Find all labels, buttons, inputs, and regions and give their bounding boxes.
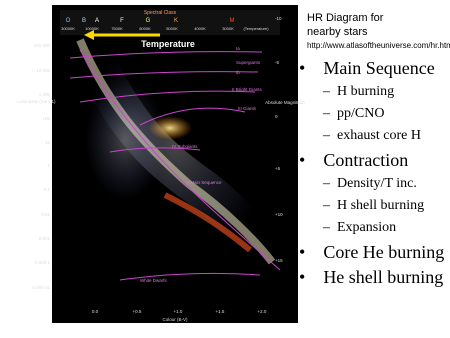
arrow-head: [84, 30, 94, 40]
spectral-class: F: [120, 18, 124, 24]
heading: nearby stars: [307, 26, 368, 38]
luminosity-tick: 0.001: [39, 236, 51, 241]
colour-tick: 0.0: [92, 309, 99, 314]
dash: –: [323, 176, 337, 191]
sub-bullet-text: Expansion: [337, 220, 397, 235]
luminosity-tick: 100: [42, 116, 50, 121]
luminosity-tick: 10 000: [36, 68, 50, 73]
luminosity-tick: 1 000: [39, 92, 51, 97]
colour-tick: +2.0: [258, 309, 267, 314]
dash: –: [323, 220, 337, 235]
dash: –: [323, 198, 337, 213]
branch-curves: [69, 49, 281, 281]
luminosity-tick: 0.1: [44, 187, 51, 192]
magnitude-tick: -5: [275, 60, 279, 65]
sub-bullet-text: H burning: [337, 84, 395, 99]
heading: HR Diagram for: [307, 12, 384, 24]
magnitude-tick: +5: [275, 166, 281, 171]
source-url: http://www.atlasoftheuniverse.com/hr.htm…: [307, 41, 450, 50]
colour-label: Colour (B-V): [162, 317, 188, 322]
spectral-class: G: [146, 18, 151, 24]
luminosity-tick: 0.000 1: [35, 260, 51, 265]
spectral-title: Spectral Class: [144, 10, 177, 16]
spectral-class: B: [82, 18, 86, 24]
luminosity-label: Luminosity (Sun=1): [17, 99, 56, 104]
sub-bullet: – H burning: [323, 84, 394, 100]
branch-label: Supergiants: [236, 60, 261, 65]
sub-bullet: – pp/CNO: [323, 106, 384, 122]
dash: –: [323, 106, 337, 121]
luminosity-tick: 10: [45, 140, 51, 145]
temperature-label: 30000K: [61, 26, 75, 31]
bullet: • Core He burning: [299, 242, 444, 263]
sub-bullet: – exhaust core H: [323, 128, 421, 144]
magnitude-tick: +10: [275, 212, 283, 217]
temperature-label: 7500K: [111, 26, 123, 31]
temperature-label: 5000K: [166, 26, 178, 31]
temperature-label: 4000K: [194, 26, 206, 31]
luminosity-tick: 0.000 01: [32, 285, 50, 290]
bullet-text: Main Sequence: [323, 58, 435, 78]
branch-label: II Bright Giants: [232, 87, 263, 92]
bullet-dot: •: [299, 58, 324, 78]
bullet-text: He shell burning: [323, 267, 444, 287]
magnitude-tick: 0: [275, 114, 278, 119]
spectral-class: M: [230, 18, 235, 24]
temperature-label: 6000K: [139, 26, 151, 31]
branch-label: III Giants: [238, 106, 257, 111]
branch-label: White Dwarfs: [140, 278, 168, 283]
temperature-label: 3000K: [222, 26, 234, 31]
sub-bullet-text: H shell burning: [337, 198, 425, 213]
branch-label: IV Subgiants: [172, 144, 198, 149]
bullet-text: Core He burning: [323, 242, 445, 262]
spectral-class: K: [174, 18, 178, 24]
arrow-label: Temperature: [141, 39, 195, 49]
luminosity-tick: 1: [47, 163, 50, 168]
bullet-dot: •: [299, 267, 324, 287]
sub-bullet: – Density/T inc.: [323, 176, 417, 192]
luminosity-tick: 100 000: [34, 43, 51, 48]
dash: –: [323, 128, 337, 143]
bullet: • Contraction: [299, 150, 408, 171]
sub-bullet: – H shell burning: [323, 198, 424, 214]
branch-label: Ib: [236, 70, 240, 75]
bullet-text: Contraction: [323, 150, 409, 170]
magnitude-tick: -10: [275, 16, 282, 21]
spectral-class: A: [95, 18, 99, 24]
bullet-dot: •: [299, 242, 324, 262]
bullet: • He shell burning: [299, 267, 443, 288]
temperature-label: (Temperature): [243, 26, 269, 31]
bullet-dot: •: [299, 150, 324, 170]
colour-tick: +0.5: [133, 309, 142, 314]
sub-bullet-text: Density/T inc.: [337, 176, 417, 191]
magnitude-label: Absolute Magnitude: [265, 100, 305, 105]
dash: –: [323, 84, 337, 99]
colour-tick: +1.5: [216, 309, 225, 314]
bullet: • Main Sequence: [299, 58, 435, 79]
sub-bullet-text: pp/CNO: [337, 106, 385, 121]
spectral-class: O: [66, 18, 71, 24]
star-cloud: [85, 80, 165, 200]
sub-bullet-text: exhaust core H: [337, 128, 421, 143]
branch-label: V Main Sequence: [186, 180, 222, 185]
luminosity-tick: 0.01: [41, 212, 50, 217]
red-dwarfs: [163, 192, 252, 253]
temperature-label: 10000K: [85, 26, 99, 31]
branch-label: Ia: [236, 46, 240, 51]
magnitude-tick: +15: [275, 258, 283, 263]
colour-tick: +1.0: [174, 309, 183, 314]
sub-bullet: – Expansion: [323, 220, 396, 236]
